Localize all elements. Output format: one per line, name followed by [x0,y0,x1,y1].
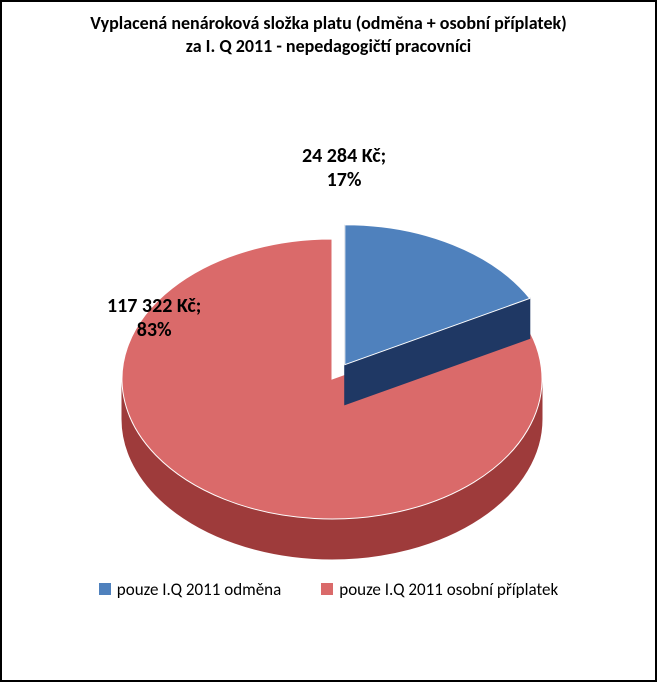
legend-item-0: pouze I.Q 2011 odměna [99,579,281,600]
legend-label-0: pouze I.Q 2011 odměna [117,579,281,600]
legend-swatch-1 [321,583,333,595]
title-line-2: za I. Q 2011 - nepedagogičtí pracovníci [2,35,655,58]
pie-svg [2,59,657,579]
title-line-1: Vyplacená nenároková složka platu (odměn… [2,12,655,35]
chart-container: Vyplacená nenároková složka platu (odměn… [0,0,657,682]
legend: pouze I.Q 2011 odměna pouze I.Q 2011 oso… [2,579,655,600]
chart-title: Vyplacená nenároková složka platu (odměn… [2,12,655,59]
legend-swatch-0 [99,583,111,595]
legend-item-1: pouze I.Q 2011 osobní příplatek [321,579,558,600]
legend-label-1: pouze I.Q 2011 osobní příplatek [339,579,558,600]
pie-chart: 24 284 Kč; 17% 117 322 Kč; 83% [2,59,655,579]
slice-label-0: 24 284 Kč; 17% [302,144,386,192]
slice-label-1: 117 322 Kč; 83% [107,294,201,342]
